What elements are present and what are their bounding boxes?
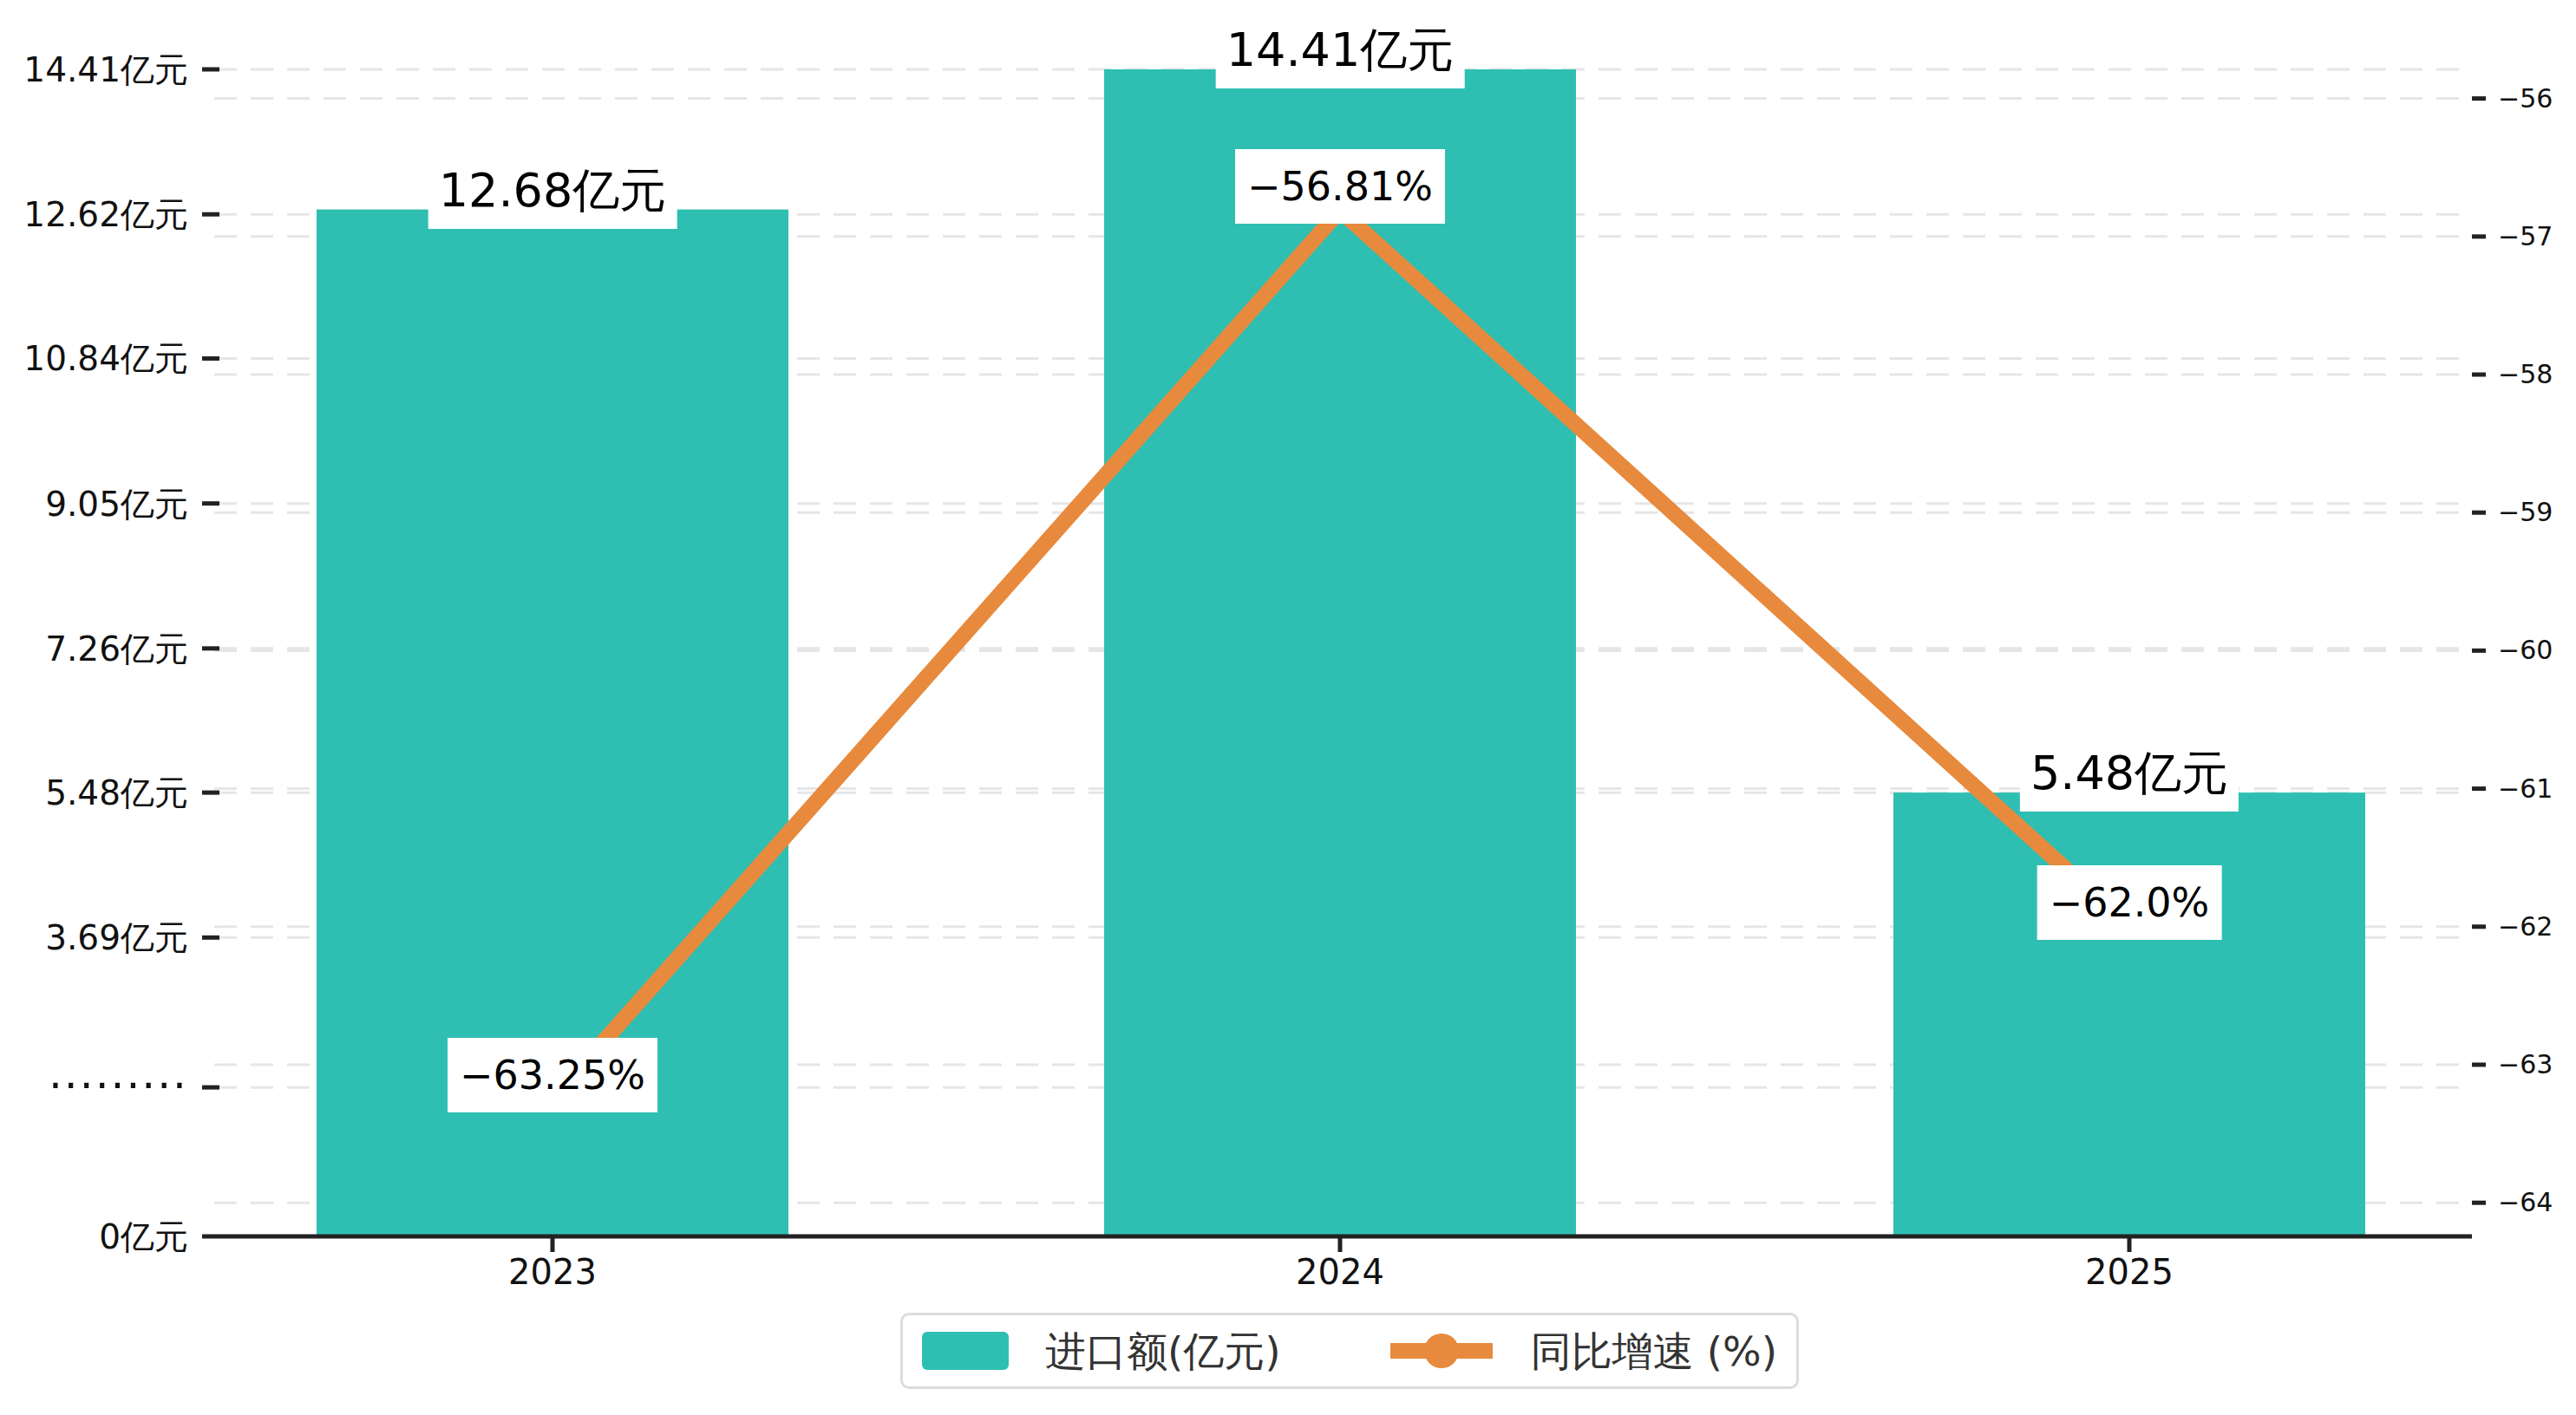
y-axis-left-tick-label: 0亿元 bbox=[0, 1220, 188, 1254]
legend-label-bar-series: 进口额(亿元) bbox=[1045, 1331, 1281, 1372]
y-axis-left-tick-label: 14.41亿元 bbox=[0, 53, 188, 87]
line-value-label: −63.25% bbox=[448, 1038, 657, 1112]
y-axis-left-tick-label: ......... bbox=[0, 1052, 188, 1095]
bar-series-swatch-icon bbox=[922, 1332, 1009, 1370]
y-axis-left-tick-label: 10.84亿元 bbox=[0, 342, 188, 375]
bar-value-label: 5.48亿元 bbox=[2020, 735, 2239, 812]
x-axis-category-label: 2025 bbox=[2085, 1255, 2174, 1289]
line-value-label: −56.81% bbox=[1235, 149, 1445, 224]
line-series-marker-icon bbox=[1390, 1327, 1493, 1375]
y-axis-right-tick-label: −58 bbox=[2498, 362, 2553, 388]
y-axis-right-tick-label: −56 bbox=[2498, 86, 2553, 112]
y-axis-right-tick-label: −61 bbox=[2498, 776, 2553, 802]
legend-item-line-series[interactable]: 同比增速 (%) bbox=[1390, 1327, 1777, 1375]
y-axis-left-tick-label: 5.48亿元 bbox=[0, 776, 188, 810]
combo-chart: 0亿元......... 3.69亿元 5.48亿元 7.26亿元 9.05亿元 10.8… bbox=[0, 0, 2576, 1415]
y-axis-right-tick-label: −57 bbox=[2498, 224, 2553, 250]
y-axis-right-tick-label: −62 bbox=[2498, 914, 2553, 940]
y-axis-left-tick-label: 12.62亿元 bbox=[0, 198, 188, 231]
y-axis-left-tick-label: 3.69亿元 bbox=[0, 921, 188, 955]
y-axis-right-tick-label: −60 bbox=[2498, 637, 2553, 663]
bar-value-label: 12.68亿元 bbox=[428, 153, 677, 229]
legend-item-bar-series[interactable]: 进口额(亿元) bbox=[922, 1331, 1281, 1372]
bar-value-label: 14.41亿元 bbox=[1216, 12, 1465, 88]
y-axis-right-tick-label: −64 bbox=[2498, 1190, 2553, 1216]
x-axis-category-label: 2023 bbox=[508, 1255, 597, 1289]
y-axis-right-tick-label: −59 bbox=[2498, 499, 2553, 525]
legend-label-line-series: 同比增速 (%) bbox=[1531, 1331, 1777, 1372]
legend[interactable]: 进口额(亿元) 同比增速 (%) bbox=[900, 1313, 1799, 1389]
x-axis-category-label: 2024 bbox=[1296, 1255, 1384, 1289]
y-axis-left-tick-label: 7.26亿元 bbox=[0, 631, 188, 665]
y-axis-left-tick-label: 9.05亿元 bbox=[0, 486, 188, 520]
line-value-label: −62.0% bbox=[2037, 865, 2222, 940]
y-axis-right-tick-label: −63 bbox=[2498, 1052, 2553, 1078]
